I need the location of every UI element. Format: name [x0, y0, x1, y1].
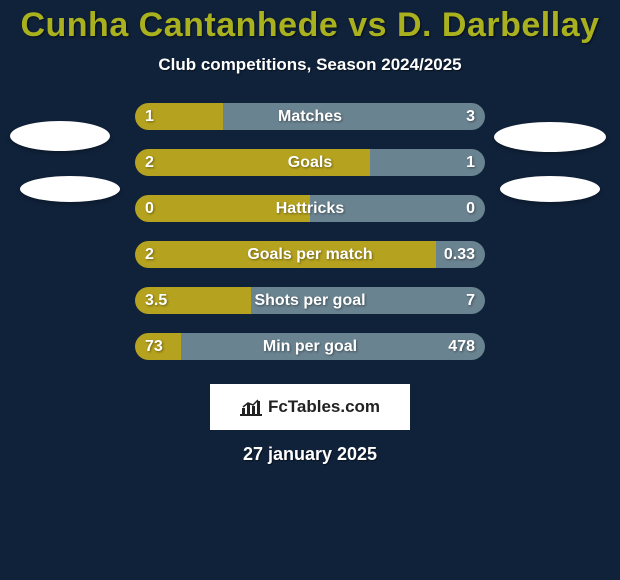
bar-right-segment — [310, 195, 485, 222]
bar-left-segment — [135, 149, 370, 176]
bar-left-segment — [135, 195, 310, 222]
player-placeholder-ellipse — [20, 176, 120, 202]
bar-left-segment — [135, 287, 251, 314]
stat-bar: Shots per goal3.57 — [135, 287, 485, 314]
player-placeholder-ellipse — [500, 176, 600, 202]
logo-text: FcTables.com — [268, 397, 380, 417]
page-title: Cunha Cantanhede vs D. Darbellay — [0, 0, 620, 45]
stat-bar: Goals21 — [135, 149, 485, 176]
chart-icon — [240, 398, 262, 416]
fctables-logo: FcTables.com — [210, 384, 410, 430]
bar-left-segment — [135, 333, 181, 360]
bar-right-segment — [251, 287, 486, 314]
comparison-infographic: Cunha Cantanhede vs D. Darbellay Club co… — [0, 0, 620, 580]
player-placeholder-ellipse — [494, 122, 606, 152]
date: 27 january 2025 — [0, 444, 620, 465]
stat-bar: Hattricks00 — [135, 195, 485, 222]
stat-bar: Matches13 — [135, 103, 485, 130]
player-placeholder-ellipse — [10, 121, 110, 151]
bar-left-segment — [135, 103, 223, 130]
bar-left-segment — [135, 241, 436, 268]
bar-right-segment — [181, 333, 486, 360]
bar-right-segment — [436, 241, 485, 268]
bar-right-segment — [370, 149, 486, 176]
bar-right-segment — [223, 103, 486, 130]
stat-bar: Goals per match20.33 — [135, 241, 485, 268]
stat-bar: Min per goal73478 — [135, 333, 485, 360]
subtitle: Club competitions, Season 2024/2025 — [0, 55, 620, 75]
